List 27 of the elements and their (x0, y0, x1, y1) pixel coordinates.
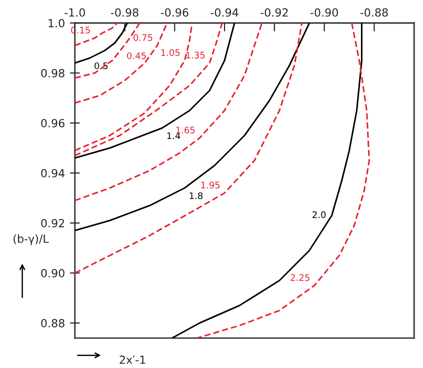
y-tick-label: 0.88 (41, 318, 64, 328)
annotation: 0.75 (134, 34, 152, 41)
y-tick-label: 1.0 (48, 18, 64, 28)
annotation: 1.95 (201, 182, 220, 188)
y-axis-title: (b-γ)/L (14, 234, 49, 246)
y-tick-label: 0.96 (41, 118, 64, 128)
y-tick-label: 0.98 (41, 68, 64, 78)
annotation: 1.05 (161, 49, 180, 56)
annotation: 0.45 (127, 52, 146, 60)
x-tick-label: -1.0 (64, 8, 85, 17)
x-tick-label: -0.94 (210, 8, 238, 17)
y-tick-label: 0.90 (41, 268, 64, 278)
x-tick-label: -0.96 (160, 8, 188, 17)
x-tick-label: -0.90 (310, 8, 338, 17)
annotation: 0.5 (94, 62, 108, 70)
y-tick-label: 0.92 (41, 218, 64, 228)
x-axis-title: 2x′-1 (120, 356, 146, 364)
annotation: 1.35 (186, 52, 205, 58)
y-tick-label: 0.94 (41, 168, 65, 178)
annotation: 2.0 (312, 211, 326, 218)
annotation: 1.65 (176, 126, 195, 134)
x-tick-label: -0.98 (110, 8, 138, 17)
x-tick-label: -0.92 (260, 8, 288, 17)
annotation: 2.25 (290, 274, 310, 281)
x-tick-label: -0.88 (360, 8, 388, 17)
annotation: 1.8 (190, 192, 203, 200)
annotation: 1.4 (167, 132, 180, 140)
